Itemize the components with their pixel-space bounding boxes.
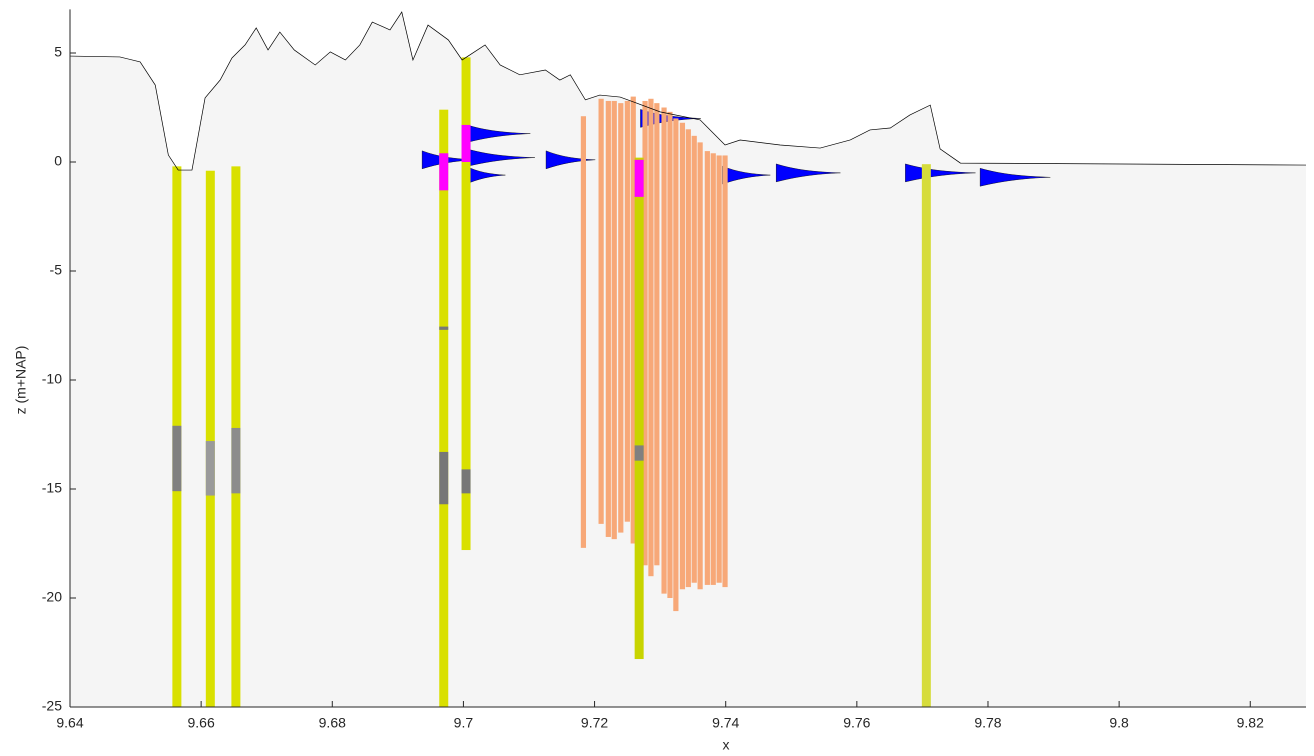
cpt [697,142,703,590]
borehole [205,170,215,708]
x-tick-label: 9.64 [56,715,83,731]
x-tick-label: 9.68 [319,715,346,731]
y-tick-label: -25 [42,698,62,714]
cpt [580,116,587,548]
x-tick-label: 9.72 [581,715,608,731]
y-tick-label: -20 [42,589,62,605]
borehole [634,157,644,660]
terrain-line [69,11,1307,171]
cpt [722,155,728,588]
profile [465,124,531,143]
borehole-layer [231,427,241,494]
borehole-layer [634,159,644,197]
cpt [648,98,654,577]
cpt [624,100,630,522]
cpt [654,103,660,566]
cpt [710,153,716,585]
cpt [605,100,611,537]
y-tick-label: -15 [42,480,62,496]
x-tick-label: 9.8 [1109,715,1129,731]
cpt [685,129,691,588]
cpt [618,103,624,533]
x-tick-label: 9.66 [188,715,215,731]
cpt [704,151,710,585]
cpt [673,118,679,612]
y-tick-label: 5 [54,44,62,60]
x-tick-label: 9.76 [843,715,870,731]
borehole [921,164,931,707]
cpt [642,100,648,566]
profile [465,148,535,167]
profile [545,150,596,170]
cpt [679,122,686,590]
x-tick-label: 9.7 [454,715,474,731]
profile [722,165,771,185]
y-tick-label: 0 [54,153,62,169]
profile [775,163,841,183]
borehole-layer [439,326,449,330]
cpt [611,100,617,540]
borehole-layer [205,441,215,496]
profile [465,165,506,185]
y-tick-label: -10 [42,371,62,387]
cpt [667,111,673,599]
cpt [716,155,722,583]
y-tick-label: -5 [50,262,63,278]
borehole [461,57,471,551]
borehole-layer [172,425,182,492]
x-tick-label: 9.74 [712,715,739,731]
borehole-layer [439,153,449,191]
x-tick-label: 9.82 [1237,715,1264,731]
borehole-layer [461,124,471,162]
cpt [630,96,636,544]
x-tick-label: 9.78 [974,715,1001,731]
cpt [691,135,697,583]
cpt [661,107,667,594]
borehole-layer [634,445,644,461]
profile [979,167,1051,187]
borehole-layer [439,451,449,505]
x-axis-label: x [723,737,730,753]
borehole [439,109,449,708]
cpt [598,98,604,524]
y-axis-label: z (m+NAP) [13,346,29,415]
borehole-layer [461,469,471,494]
